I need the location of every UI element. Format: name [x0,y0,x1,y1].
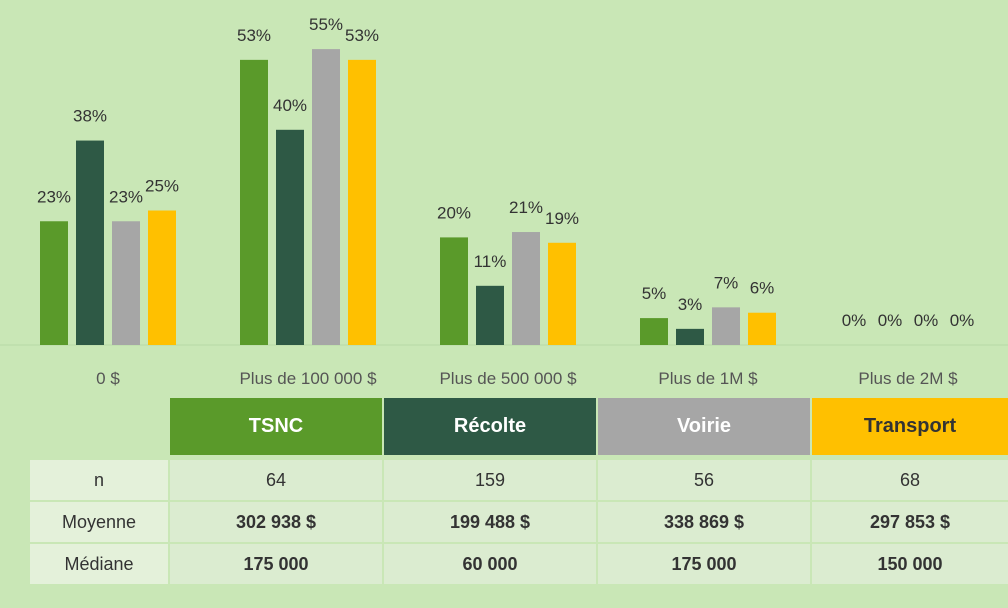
bar [640,318,668,345]
data-label: 53% [345,26,379,45]
table-cell: 150 000 [812,544,1008,584]
bar [476,285,504,345]
x-tick-label: Plus de 500 000 $ [439,369,577,388]
data-label: 55% [309,15,343,34]
table-cell: 68 [812,460,1008,500]
bar [76,140,104,345]
data-label: 53% [237,26,271,45]
bar [148,210,176,345]
bar [112,221,140,345]
bar [712,307,740,345]
data-label: 6% [750,279,775,298]
bar [348,59,376,346]
x-tick-label: Plus de 1M $ [658,369,758,388]
row-label: Moyenne [30,502,168,542]
table-cell: 338 869 $ [598,502,810,542]
bar [440,237,468,345]
data-label: 0% [878,311,903,330]
data-label: 11% [474,252,507,271]
data-label: 25% [145,177,179,196]
bar [512,232,540,345]
data-label: 0% [950,311,975,330]
x-tick-label: 0 $ [96,369,120,388]
table-cell: 302 938 $ [170,502,382,542]
chart: 0 $23%38%23%25%Plus de 100 000 $53%40%55… [0,15,1008,388]
bar [548,242,576,345]
legend-header: Transport [812,398,1008,455]
bar [240,59,268,346]
data-label: 0% [914,311,939,330]
data-label: 40% [273,96,307,115]
bar [40,221,68,345]
bar [276,129,304,345]
row-label: Médiane [30,544,168,584]
table-cell: 56 [598,460,810,500]
legend-header: TSNC [170,398,382,455]
data-label: 5% [642,284,667,303]
data-label: 0% [842,311,867,330]
legend-header: Voirie [598,398,810,455]
data-label: 21% [509,198,543,217]
data-label: 3% [678,295,703,314]
x-tick-label: Plus de 2M $ [858,369,958,388]
table-cell: 175 000 [170,544,382,584]
table-cell: 64 [170,460,382,500]
x-tick-label: Plus de 100 000 $ [239,369,377,388]
row-label: n [30,460,168,500]
data-label: 38% [73,107,107,126]
bar [312,49,340,345]
table-cell: 199 488 $ [384,502,596,542]
bar [676,328,704,345]
data-label: 23% [109,187,143,206]
table-cell: 175 000 [598,544,810,584]
data-label: 19% [545,209,579,228]
legend-header: Récolte [384,398,596,455]
table-cell: 159 [384,460,596,500]
table-cell: 60 000 [384,544,596,584]
data-label: 20% [437,203,471,222]
table-cell: 297 853 $ [812,502,1008,542]
bar [748,312,776,345]
data-label: 23% [37,187,71,206]
data-label: 7% [714,273,739,292]
